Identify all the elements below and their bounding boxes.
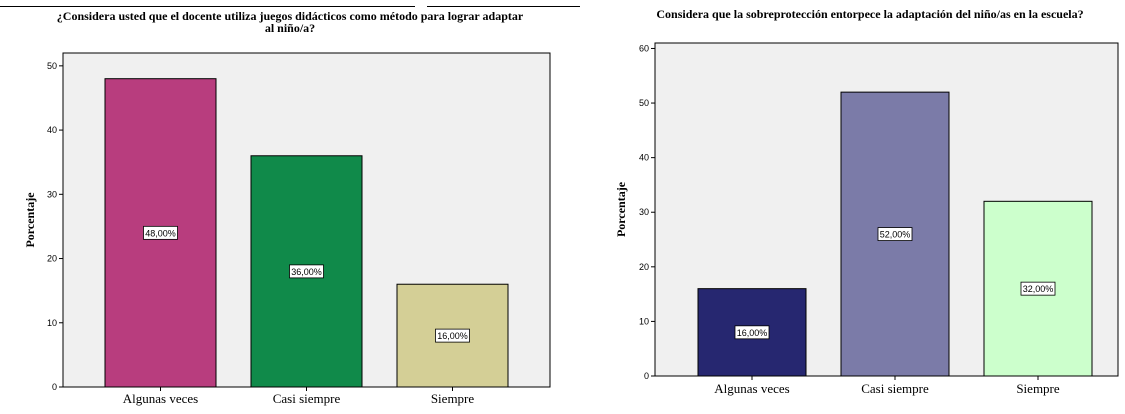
data-label-box (1020, 281, 1056, 296)
data-label-box (143, 225, 178, 240)
y-tick-label: 20 (639, 262, 649, 272)
y-tick-label: 20 (47, 254, 57, 264)
chart-docente-juegos: ¿Considera usted que el docente utiliza … (0, 0, 560, 409)
category-label: Casi siempre (861, 381, 929, 396)
category-label: Algunas veces (714, 381, 789, 396)
chart-svg-right: Considera que la sobreprotección entorpe… (614, 7, 1119, 396)
chart-title-line-1: ¿Considera usted que el docente utiliza … (57, 9, 524, 23)
data-label-box (435, 328, 470, 343)
y-tick-label: 10 (639, 316, 649, 326)
data-label: 16,00% (737, 328, 768, 338)
y-tick-label: 30 (639, 207, 649, 217)
chart-svg-left: ¿Considera usted que el docente utiliza … (23, 9, 551, 406)
category-label: Casi siempre (273, 391, 341, 406)
y-tick-label: 60 (639, 43, 649, 53)
data-label: 48,00% (145, 228, 176, 238)
category-label: Algunas veces (123, 391, 198, 406)
data-label-box (877, 227, 913, 241)
y-tick-label: 0 (644, 371, 649, 381)
y-axis-label: Porcentaje (23, 192, 37, 248)
y-tick-label: 50 (47, 61, 57, 71)
y-tick-label: 40 (47, 125, 57, 135)
chart-title-line-2: al niño/a? (265, 21, 315, 35)
data-label: 16,00% (437, 331, 468, 341)
data-label: 32,00% (1023, 284, 1054, 294)
top-rule-left (0, 6, 415, 7)
y-tick-label: 30 (47, 189, 57, 199)
category-label: Siempre (431, 391, 475, 406)
data-label: 52,00% (880, 230, 911, 240)
y-tick-label: 0 (52, 382, 57, 392)
category-label: Siempre (1016, 381, 1060, 396)
y-tick-label: 10 (47, 318, 57, 328)
y-axis-label: Porcentaje (614, 181, 628, 237)
chart-title-line-1: Considera que la sobreprotección entorpe… (656, 7, 1083, 21)
top-rule-middle (427, 6, 580, 7)
data-label-box (289, 264, 324, 279)
y-tick-label: 50 (639, 98, 649, 108)
data-label: 36,00% (291, 267, 322, 277)
chart-sobreproteccion: Considera que la sobreprotección entorpe… (580, 0, 1125, 409)
data-label-box (734, 325, 770, 340)
y-tick-label: 40 (639, 153, 649, 163)
